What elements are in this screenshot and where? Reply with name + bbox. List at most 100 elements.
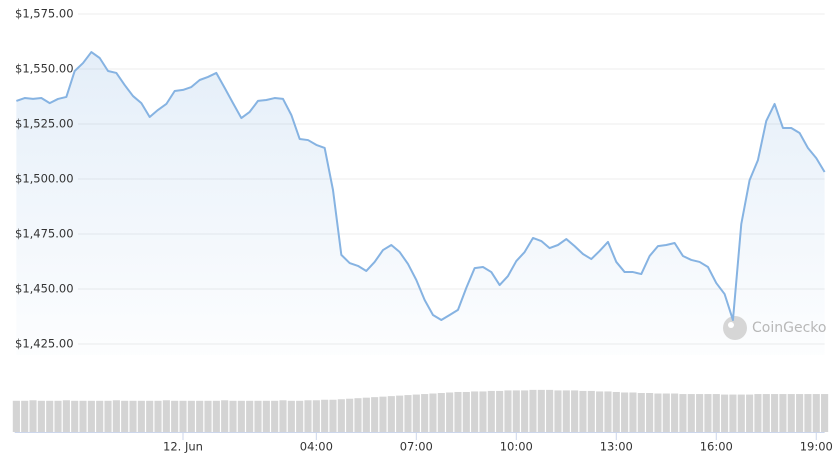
volume-bar (746, 394, 754, 432)
volume-bar (187, 400, 195, 432)
volume-bar (512, 390, 520, 432)
watermark-text: CoinGecko (752, 320, 826, 336)
volume-bar (21, 400, 29, 432)
volume-bar (37, 400, 45, 432)
volume-bar (604, 391, 612, 432)
volume-bar (579, 390, 587, 432)
y-tick-label: $1,500.00 (15, 172, 74, 186)
volume-bar (637, 393, 645, 432)
volume-bar (12, 400, 20, 432)
volume-bar (521, 390, 529, 432)
x-tick-label: 19:00 (800, 440, 833, 454)
volume-bar (646, 393, 654, 432)
volume-bar (46, 400, 54, 432)
volume-bar (621, 392, 629, 432)
volume-bar (312, 400, 320, 432)
volume-bar (387, 396, 395, 432)
volume-bar (262, 400, 270, 432)
x-tick-label: 12. Jun (163, 440, 203, 454)
x-tick-label: 10:00 (500, 440, 533, 454)
volume-bar (729, 394, 737, 432)
volume-bar (79, 400, 87, 432)
volume-bar (654, 393, 662, 432)
volume-bar (571, 390, 579, 432)
volume-bar (762, 394, 770, 432)
volume-bar (346, 398, 354, 432)
volume-bar (212, 400, 220, 432)
volume-bar (712, 394, 720, 432)
volume-bar (529, 389, 537, 432)
volume-bar (787, 394, 795, 432)
volume-bar (737, 394, 745, 432)
volume-bar (271, 400, 279, 432)
volume-bar (687, 394, 695, 432)
volume-bar (112, 400, 120, 432)
y-tick-label: $1,475.00 (15, 227, 74, 241)
y-tick-label: $1,550.00 (15, 62, 74, 76)
y-tick-label: $1,525.00 (15, 117, 74, 131)
volume-bar (471, 391, 479, 432)
volume-bar (429, 393, 437, 432)
watermark-logo-eye (728, 322, 734, 328)
volume-bar (62, 400, 70, 432)
volume-bar (396, 395, 404, 432)
volume-bar (596, 391, 604, 432)
volume-bar (721, 394, 729, 432)
volume-bar (612, 391, 620, 432)
volume-bar (462, 391, 470, 432)
volume-bar (179, 400, 187, 432)
y-tick-label: $1,450.00 (15, 282, 74, 296)
volume-bar (154, 400, 162, 432)
volume-bar (329, 399, 337, 432)
price-line (16, 51, 826, 322)
volume-bar (812, 394, 820, 432)
volume-bar (496, 390, 504, 432)
x-tick-label: 13:00 (600, 440, 633, 454)
volume-bar (96, 400, 104, 432)
volume-bar (804, 394, 812, 432)
volume-bar (779, 394, 787, 432)
volume-bar (229, 400, 237, 432)
volume-bar (162, 400, 170, 432)
volume-bar (337, 399, 345, 432)
volume-bar (362, 397, 370, 432)
volume-bar (279, 400, 287, 432)
y-tick-label: $1,575.00 (15, 7, 74, 21)
volume-bar (29, 400, 37, 432)
volume-bar (446, 392, 454, 432)
volume-bar (479, 391, 487, 432)
volume-bar (321, 399, 329, 432)
volume-bar (196, 400, 204, 432)
volume-bar (421, 394, 429, 432)
volume-bar (237, 400, 245, 432)
volume-bar (287, 400, 295, 432)
volume-bar (304, 400, 312, 432)
price-area (16, 52, 825, 356)
volume-bar (354, 398, 362, 432)
volume-bar (146, 400, 154, 432)
volume-bar (504, 390, 512, 432)
volume-bar (246, 400, 254, 432)
volume-bar (679, 394, 687, 432)
volume-bar (537, 389, 545, 432)
volume-bar (437, 393, 445, 432)
volume-bar (662, 393, 670, 432)
volume-bar (412, 394, 420, 432)
volume-bar (821, 394, 829, 432)
volume-bar (404, 395, 412, 432)
volume-bar (54, 400, 62, 432)
volume-bar (379, 396, 387, 432)
volume-bar (754, 394, 762, 432)
volume-bar (629, 392, 637, 432)
volume-bar (554, 390, 562, 432)
volume-bar (704, 394, 712, 432)
volume-bar (587, 390, 595, 432)
volume-bar (671, 393, 679, 432)
volume-bar (171, 400, 179, 432)
volume-bar (546, 389, 554, 432)
x-tick-label: 07:00 (400, 440, 433, 454)
volume-bar (371, 397, 379, 432)
watermark-logo (723, 316, 747, 340)
